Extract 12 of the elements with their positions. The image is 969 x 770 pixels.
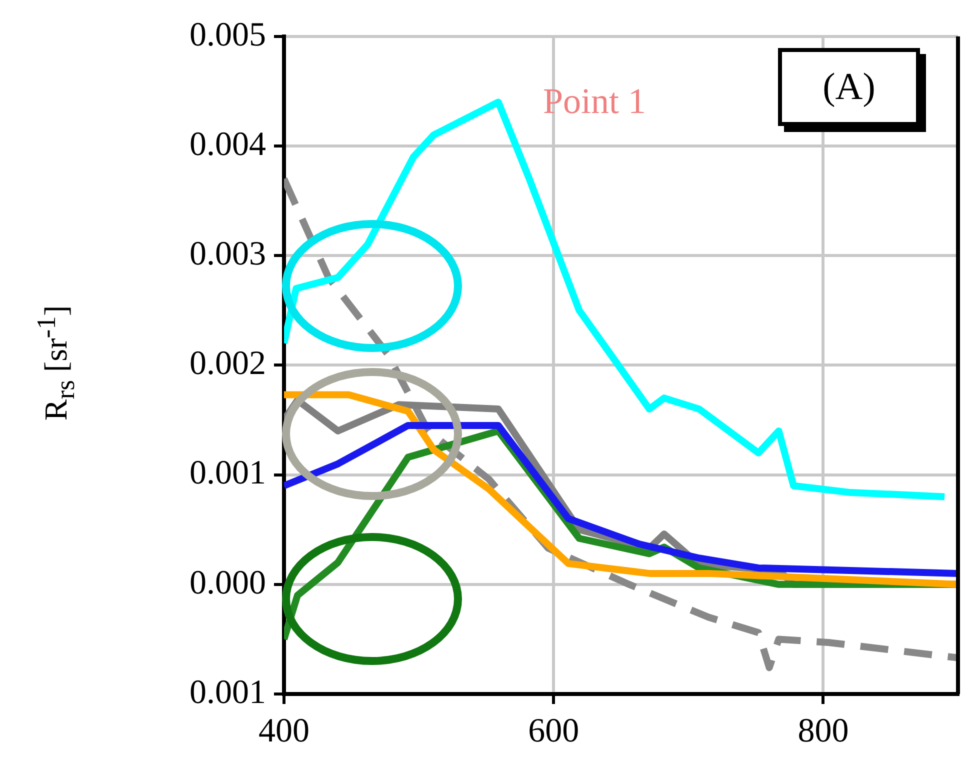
x-tick-label: 400 <box>258 712 310 750</box>
x-tick-label: 800 <box>798 712 849 750</box>
y-tick-label: 0.003 <box>190 236 266 273</box>
y-tick-label: 0.004 <box>190 126 266 163</box>
annotation: Point 1 <box>543 80 646 122</box>
x-tick-label: 600 <box>528 712 580 750</box>
y-tick-label: 0.001 <box>190 674 266 711</box>
y-tick-label: 0.005 <box>190 16 266 54</box>
y-tick-label: 0.002 <box>190 345 266 382</box>
annotation: (A) <box>778 48 920 126</box>
y-tick-label: 0.001 <box>190 454 266 492</box>
y-tick-label: 0.000 <box>190 564 266 602</box>
